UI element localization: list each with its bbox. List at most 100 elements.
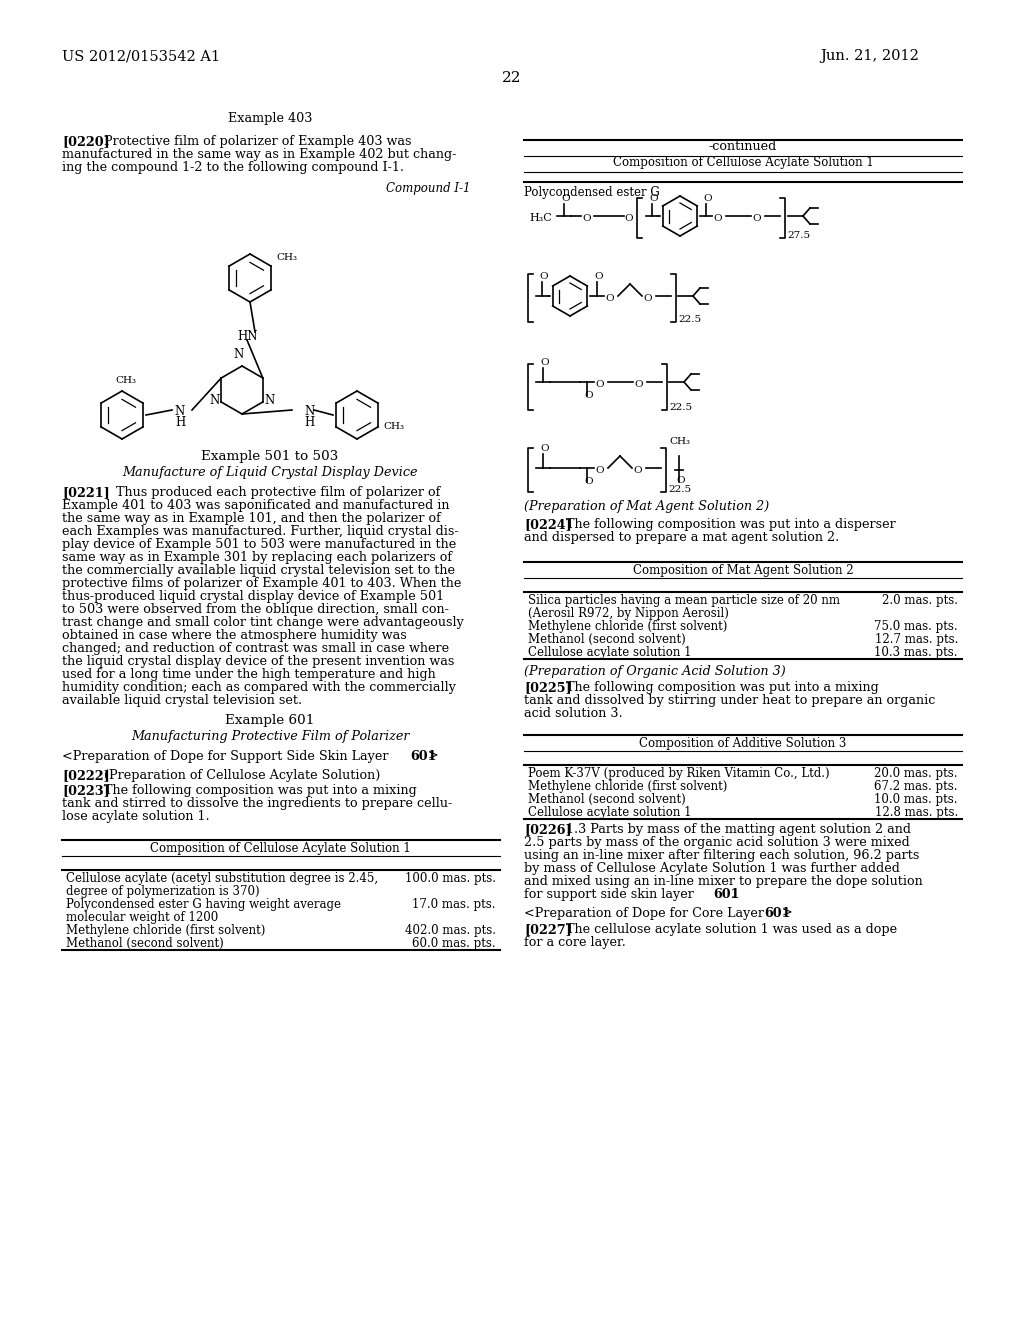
Text: 402.0 mas. pts.: 402.0 mas. pts. <box>406 924 496 937</box>
Text: 20.0 mas. pts.: 20.0 mas. pts. <box>874 767 958 780</box>
Text: the commercially available liquid crystal television set to the: the commercially available liquid crysta… <box>62 564 455 577</box>
Text: 22.5: 22.5 <box>678 315 701 323</box>
Text: 601: 601 <box>713 888 739 902</box>
Text: Methylene chloride (first solvent): Methylene chloride (first solvent) <box>528 780 727 793</box>
Text: 2.5 parts by mass of the organic acid solution 3 were mixed: 2.5 parts by mass of the organic acid so… <box>524 836 909 849</box>
Text: O: O <box>752 214 761 223</box>
Text: Methanol (second solvent): Methanol (second solvent) <box>528 634 686 645</box>
Text: [0220]: [0220] <box>62 135 110 148</box>
Text: <Preparation of Dope for Core Layer: <Preparation of Dope for Core Layer <box>524 907 768 920</box>
Text: thus-produced liquid crystal display device of Example 501: thus-produced liquid crystal display dev… <box>62 590 444 603</box>
Text: Methanol (second solvent): Methanol (second solvent) <box>66 937 224 950</box>
Text: Example 403: Example 403 <box>227 112 312 125</box>
Text: Cellulose acylate solution 1: Cellulose acylate solution 1 <box>528 807 691 818</box>
Text: Composition of Additive Solution 3: Composition of Additive Solution 3 <box>639 737 847 750</box>
Text: H₃C: H₃C <box>529 213 552 223</box>
Text: Jun. 21, 2012: Jun. 21, 2012 <box>820 49 919 63</box>
Text: CH₃: CH₃ <box>116 376 136 385</box>
Text: tank and stirred to dissolve the ingredients to prepare cellu-: tank and stirred to dissolve the ingredi… <box>62 797 453 810</box>
Text: Polycondensed ester G: Polycondensed ester G <box>524 186 659 199</box>
Text: N: N <box>209 393 219 407</box>
Text: Composition of Mat Agent Solution 2: Composition of Mat Agent Solution 2 <box>633 564 853 577</box>
Text: The following composition was put into a disperser: The following composition was put into a… <box>566 517 896 531</box>
Text: (Preparation of Cellulose Acylate Solution): (Preparation of Cellulose Acylate Soluti… <box>104 770 380 781</box>
Text: tank and dissolved by stirring under heat to prepare an organic: tank and dissolved by stirring under hea… <box>524 694 935 708</box>
Text: trast change and small color tint change were advantageously: trast change and small color tint change… <box>62 616 464 630</box>
Text: 60.0 mas. pts.: 60.0 mas. pts. <box>413 937 496 950</box>
Text: protective films of polarizer of Example 401 to 403. When the: protective films of polarizer of Example… <box>62 577 462 590</box>
Text: Polycondensed ester G having weight average: Polycondensed ester G having weight aver… <box>66 898 341 911</box>
Text: [0221]: [0221] <box>62 486 110 499</box>
Text: N: N <box>265 393 275 407</box>
Text: Cellulose acylate (acetyl substitution degree is 2.45,: Cellulose acylate (acetyl substitution d… <box>66 873 378 884</box>
Text: used for a long time under the high temperature and high: used for a long time under the high temp… <box>62 668 436 681</box>
Text: 10.0 mas. pts.: 10.0 mas. pts. <box>874 793 958 807</box>
Text: O: O <box>540 444 549 453</box>
Text: HN: HN <box>237 330 257 343</box>
Text: 2.0 mas. pts.: 2.0 mas. pts. <box>882 594 958 607</box>
Text: The following composition was put into a mixing: The following composition was put into a… <box>566 681 879 694</box>
Text: CH₃: CH₃ <box>669 437 690 446</box>
Text: 17.0 mas. pts.: 17.0 mas. pts. <box>413 898 496 911</box>
Text: degree of polymerization is 370): degree of polymerization is 370) <box>66 884 260 898</box>
Text: [0223]: [0223] <box>62 784 110 797</box>
Text: by mass of Cellulose Acylate Solution 1 was further added: by mass of Cellulose Acylate Solution 1 … <box>524 862 900 875</box>
Text: manufactured in the same way as in Example 402 but chang-: manufactured in the same way as in Examp… <box>62 148 457 161</box>
Text: for a core layer.: for a core layer. <box>524 936 626 949</box>
Text: Methanol (second solvent): Methanol (second solvent) <box>528 793 686 807</box>
Text: 22: 22 <box>502 71 522 84</box>
Text: O: O <box>624 214 633 223</box>
Text: Compound I-1: Compound I-1 <box>385 182 470 195</box>
Text: N: N <box>175 405 185 418</box>
Text: changed; and reduction of contrast was small in case where: changed; and reduction of contrast was s… <box>62 642 450 655</box>
Text: 27.5: 27.5 <box>787 231 810 240</box>
Text: 22.5: 22.5 <box>669 403 692 412</box>
Text: same way as in Example 301 by replacing each polarizers of: same way as in Example 301 by replacing … <box>62 550 453 564</box>
Text: O: O <box>703 194 712 203</box>
Text: 601: 601 <box>410 750 436 763</box>
Text: O: O <box>561 194 569 203</box>
Text: molecular weight of 1200: molecular weight of 1200 <box>66 911 218 924</box>
Text: Composition of Cellulose Acylate Solution 1: Composition of Cellulose Acylate Solutio… <box>150 842 411 855</box>
Text: O: O <box>584 391 593 400</box>
Text: US 2012/0153542 A1: US 2012/0153542 A1 <box>62 49 220 63</box>
Text: Methylene chloride (first solvent): Methylene chloride (first solvent) <box>66 924 265 937</box>
Text: H: H <box>304 416 314 429</box>
Text: (Preparation of Organic Acid Solution 3): (Preparation of Organic Acid Solution 3) <box>524 665 785 678</box>
Text: >: > <box>782 907 793 920</box>
Text: and dispersed to prepare a mat agent solution 2.: and dispersed to prepare a mat agent sol… <box>524 531 840 544</box>
Text: and mixed using an in-line mixer to prepare the dope solution: and mixed using an in-line mixer to prep… <box>524 875 923 888</box>
Text: the same way as in Example 101, and then the polarizer of: the same way as in Example 101, and then… <box>62 512 441 525</box>
Text: (Aerosil R972, by Nippon Aerosil): (Aerosil R972, by Nippon Aerosil) <box>528 607 729 620</box>
Text: Example 601: Example 601 <box>225 714 314 727</box>
Text: Poem K-37V (produced by Riken Vitamin Co., Ltd.): Poem K-37V (produced by Riken Vitamin Co… <box>528 767 829 780</box>
Text: O: O <box>595 380 603 389</box>
Text: [0222]: [0222] <box>62 770 110 781</box>
Text: Composition of Cellulose Acylate Solution 1: Composition of Cellulose Acylate Solutio… <box>612 156 873 169</box>
Text: [0227]: [0227] <box>524 923 571 936</box>
Text: O: O <box>643 294 651 304</box>
Text: (Preparation of Mat Agent Solution 2): (Preparation of Mat Agent Solution 2) <box>524 500 769 513</box>
Text: O: O <box>713 214 722 223</box>
Text: O: O <box>605 294 613 304</box>
Text: O: O <box>594 272 603 281</box>
Text: .: . <box>731 888 735 902</box>
Text: CH₃: CH₃ <box>276 253 297 261</box>
Text: 12.7 mas. pts.: 12.7 mas. pts. <box>874 634 958 645</box>
Text: lose acylate solution 1.: lose acylate solution 1. <box>62 810 210 822</box>
Text: ing the compound 1-2 to the following compound I-1.: ing the compound 1-2 to the following co… <box>62 161 404 174</box>
Text: Cellulose acylate solution 1: Cellulose acylate solution 1 <box>528 645 691 659</box>
Text: 10.3 mas. pts.: 10.3 mas. pts. <box>874 645 958 659</box>
Text: Protective film of polarizer of Example 403 was: Protective film of polarizer of Example … <box>104 135 412 148</box>
Text: Example 501 to 503: Example 501 to 503 <box>202 450 339 463</box>
Text: >: > <box>428 750 438 763</box>
Text: [0224]: [0224] <box>524 517 571 531</box>
Text: 75.0 mas. pts.: 75.0 mas. pts. <box>874 620 958 634</box>
Text: Manufacture of Liquid Crystal Display Device: Manufacture of Liquid Crystal Display De… <box>122 466 418 479</box>
Text: [0225]: [0225] <box>524 681 571 694</box>
Text: Methylene chloride (first solvent): Methylene chloride (first solvent) <box>528 620 727 634</box>
Text: each Examples was manufactured. Further, liquid crystal dis-: each Examples was manufactured. Further,… <box>62 525 459 539</box>
Text: for support side skin layer: for support side skin layer <box>524 888 698 902</box>
Text: O: O <box>633 466 642 475</box>
Text: O: O <box>649 194 657 203</box>
